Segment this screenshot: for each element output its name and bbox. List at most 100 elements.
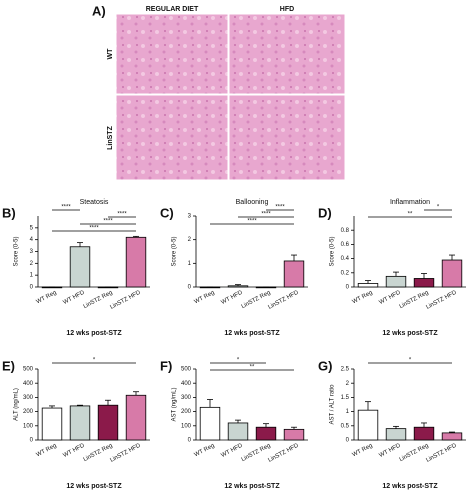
x-tick-label: WT HFD xyxy=(220,443,244,460)
y-tick-label: 200 xyxy=(181,409,192,415)
x-tick-label: WT HFD xyxy=(62,443,86,460)
y-tick-label: 300 xyxy=(181,395,192,401)
x-axis-label: 12 wks post-STZ xyxy=(66,330,122,337)
y-tick-label: 1 xyxy=(346,409,350,415)
x-tick-label: LinSTZ Reg xyxy=(241,443,272,463)
chart-title: Steatosis xyxy=(80,199,109,206)
bar xyxy=(125,236,147,288)
x-tick-label: LinSTZ Reg xyxy=(399,443,430,463)
x-tick-label: LinSTZ Reg xyxy=(83,290,114,310)
y-tick-label: 3 xyxy=(30,249,34,255)
significance-label: * xyxy=(237,358,240,364)
significance-label: * xyxy=(409,358,412,364)
x-tick-label: WT Reg xyxy=(36,290,58,306)
panel-label: F) xyxy=(160,358,172,373)
x-tick-label: WT Reg xyxy=(194,290,216,306)
y-tick-label: 0 xyxy=(30,285,34,291)
x-axis-label: 12 wks post-STZ xyxy=(66,483,122,490)
y-tick-label: 4 xyxy=(30,237,34,243)
bar xyxy=(227,422,249,441)
x-axis-label: 12 wks post-STZ xyxy=(224,483,280,490)
bar xyxy=(283,260,305,288)
significance-label: **** xyxy=(117,212,127,218)
y-tick-label: 200 xyxy=(23,409,34,415)
significance-label: ** xyxy=(250,365,255,371)
panel-label: G) xyxy=(318,358,332,373)
x-tick-label: LinSTZ Reg xyxy=(399,290,430,310)
significance-label: ** xyxy=(408,212,413,218)
chart-title: Inflammation xyxy=(390,199,430,206)
y-tick-label: 500 xyxy=(181,367,192,373)
x-tick-label: WT Reg xyxy=(352,443,374,459)
y-tick-label: 100 xyxy=(23,423,34,429)
bar xyxy=(69,405,91,441)
column-header: REGULAR DIET xyxy=(146,6,199,13)
row-header: LinSTZ xyxy=(107,125,114,149)
x-tick-label: WT HFD xyxy=(378,290,402,307)
x-tick-label: WT HFD xyxy=(220,290,244,307)
significance-label: **** xyxy=(89,226,99,232)
significance-label: **** xyxy=(103,219,113,225)
y-tick-label: 300 xyxy=(23,395,34,401)
bar xyxy=(385,428,407,441)
y-axis-label: Score (0-5) xyxy=(14,236,20,266)
bar xyxy=(41,407,63,441)
panel-label: C) xyxy=(160,205,174,220)
x-axis-label: 12 wks post-STZ xyxy=(224,330,280,337)
panel-label: B) xyxy=(2,205,16,220)
y-tick-label: 1.5 xyxy=(341,395,350,401)
x-tick-label: LinSTZ Reg xyxy=(241,290,272,310)
y-tick-label: 400 xyxy=(181,381,192,387)
y-tick-label: 5 xyxy=(30,225,34,231)
y-tick-label: 0.4 xyxy=(341,256,350,262)
x-tick-label: WT Reg xyxy=(194,443,216,459)
x-tick-label: LinSTZ HFD xyxy=(267,290,300,311)
x-tick-label: WT HFD xyxy=(378,443,402,460)
histology-image xyxy=(228,94,346,181)
bar xyxy=(255,426,277,441)
y-tick-label: 2 xyxy=(346,381,350,387)
y-tick-label: 3 xyxy=(188,214,192,220)
y-tick-label: 0 xyxy=(346,285,350,291)
x-tick-label: LinSTZ Reg xyxy=(83,443,114,463)
y-tick-label: 0 xyxy=(30,438,34,444)
y-tick-label: 0 xyxy=(346,438,350,444)
y-tick-label: 1 xyxy=(188,261,192,267)
histology-image xyxy=(228,13,346,95)
y-tick-label: 500 xyxy=(23,367,34,373)
x-axis-label: 12 wks post-STZ xyxy=(382,483,438,490)
panel-label: E) xyxy=(2,358,15,373)
y-tick-label: 2.5 xyxy=(341,367,350,373)
bar xyxy=(441,259,463,288)
bar xyxy=(227,285,249,288)
y-tick-label: 400 xyxy=(23,381,34,387)
bar xyxy=(97,404,119,441)
bar xyxy=(199,406,221,441)
panel-label: A) xyxy=(92,3,106,18)
bar xyxy=(69,246,91,288)
y-tick-label: 0.6 xyxy=(341,242,350,248)
significance-label: **** xyxy=(61,205,71,211)
y-tick-label: 2 xyxy=(188,237,192,243)
y-tick-label: 100 xyxy=(181,423,192,429)
bar xyxy=(125,394,147,441)
x-axis-label: 12 wks post-STZ xyxy=(382,330,438,337)
bar xyxy=(357,409,379,441)
significance-label: **** xyxy=(261,212,271,218)
y-axis-label: Score (0-5) xyxy=(172,236,178,266)
bar xyxy=(413,426,435,441)
bar xyxy=(385,275,407,288)
x-tick-label: LinSTZ HFD xyxy=(425,443,458,464)
bar xyxy=(357,283,379,288)
y-tick-label: 0.2 xyxy=(341,270,350,276)
histology-image xyxy=(115,13,229,95)
header-cell xyxy=(116,4,228,14)
y-tick-label: 0.5 xyxy=(341,423,350,429)
x-tick-label: LinSTZ HFD xyxy=(109,443,142,464)
y-axis-label: AST (ng/mL) xyxy=(172,388,178,422)
row-header: WT xyxy=(107,48,114,60)
x-tick-label: LinSTZ HFD xyxy=(425,290,458,311)
x-tick-label: WT HFD xyxy=(62,290,86,307)
